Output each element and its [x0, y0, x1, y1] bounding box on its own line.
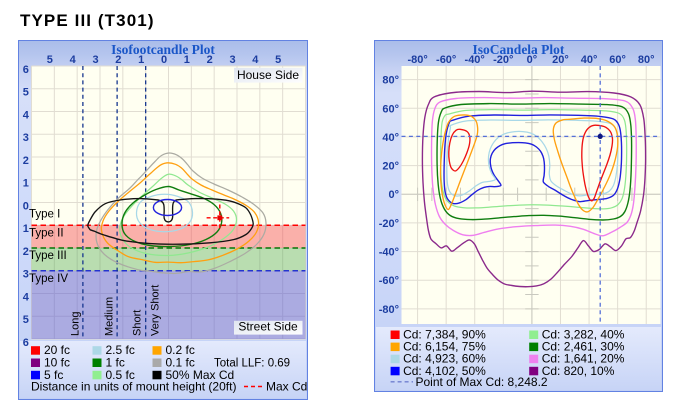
svg-text:Cd: 4,923, 60%: Cd: 4,923, 60%	[403, 352, 486, 366]
svg-text:Point of Max Cd: 8,248.2: Point of Max Cd: 8,248.2	[416, 375, 548, 389]
svg-text:IsoCandela Plot: IsoCandela Plot	[473, 42, 565, 57]
svg-text:2: 2	[115, 54, 121, 66]
svg-text:Cd: 7,384, 90%: Cd: 7,384, 90%	[403, 328, 486, 342]
svg-text:80°: 80°	[638, 54, 655, 66]
svg-text:5: 5	[23, 87, 29, 99]
svg-text:5: 5	[47, 54, 53, 66]
svg-text:Type III: Type III	[29, 250, 67, 262]
svg-text:0: 0	[23, 200, 29, 212]
svg-text:-60°: -60°	[436, 54, 456, 66]
svg-text:House Side: House Side	[237, 68, 299, 82]
svg-text:0: 0	[161, 54, 167, 66]
svg-text:1 fc: 1 fc	[106, 356, 125, 370]
svg-text:Cd: 4,102, 50%: Cd: 4,102, 50%	[403, 364, 486, 378]
svg-text:Distance in units of mount hei: Distance in units of mount height (20ft)	[31, 380, 236, 394]
svg-text:6: 6	[23, 337, 29, 349]
svg-text:6: 6	[23, 64, 29, 76]
svg-text:20°: 20°	[382, 161, 399, 173]
svg-text:2: 2	[207, 54, 213, 66]
svg-text:0°: 0°	[388, 189, 399, 201]
svg-text:-80°: -80°	[379, 304, 399, 316]
svg-text:-40°: -40°	[465, 54, 485, 66]
svg-text:50% Max Cd: 50% Max Cd	[166, 368, 235, 382]
svg-text:5: 5	[23, 314, 29, 326]
svg-text:Cd: 6,154, 75%: Cd: 6,154, 75%	[403, 340, 486, 354]
svg-text:-20°: -20°	[493, 54, 513, 66]
svg-text:Type II: Type II	[29, 228, 64, 240]
svg-text:Type I: Type I	[29, 209, 60, 221]
svg-text:60°: 60°	[609, 54, 626, 66]
svg-text:0.2 fc: 0.2 fc	[166, 343, 195, 357]
svg-text:3: 3	[229, 54, 235, 66]
svg-text:Cd: 1,641, 20%: Cd: 1,641, 20%	[542, 352, 625, 366]
svg-text:Cd: 820, 10%: Cd: 820, 10%	[542, 364, 615, 378]
svg-text:3: 3	[92, 54, 98, 66]
svg-text:1: 1	[23, 223, 29, 235]
svg-text:Cd: 3,282, 40%: Cd: 3,282, 40%	[542, 328, 625, 342]
svg-text:4: 4	[23, 291, 30, 303]
svg-text:80°: 80°	[382, 75, 399, 87]
svg-text:40°: 40°	[581, 54, 598, 66]
svg-text:5: 5	[275, 54, 281, 66]
svg-text:Type IV: Type IV	[29, 273, 68, 285]
svg-text:4: 4	[70, 54, 77, 66]
svg-text:2.5 fc: 2.5 fc	[106, 343, 135, 357]
svg-text:Short: Short	[132, 310, 144, 336]
svg-text:-20°: -20°	[379, 218, 399, 230]
svg-text:1: 1	[138, 54, 144, 66]
svg-text:5 fc: 5 fc	[44, 368, 63, 382]
svg-text:Medium: Medium	[104, 297, 116, 336]
svg-text:10 fc: 10 fc	[44, 356, 70, 370]
svg-text:1: 1	[23, 178, 29, 190]
svg-text:20°: 20°	[552, 54, 569, 66]
svg-text:Isofootcandle Plot: Isofootcandle Plot	[111, 42, 215, 57]
svg-text:60°: 60°	[382, 103, 399, 115]
svg-text:2: 2	[23, 246, 29, 258]
svg-text:0°: 0°	[527, 54, 538, 66]
svg-text:Cd: 2,461, 30%: Cd: 2,461, 30%	[542, 340, 625, 354]
svg-text:1: 1	[184, 54, 190, 66]
svg-text:Total LLF: 0.69: Total LLF: 0.69	[214, 358, 290, 370]
svg-text:0.1 fc: 0.1 fc	[166, 356, 195, 370]
svg-text:3: 3	[23, 132, 29, 144]
svg-text:0.5 fc: 0.5 fc	[106, 368, 135, 382]
svg-text:4: 4	[23, 109, 30, 121]
svg-text:Street Side: Street Side	[238, 320, 298, 334]
svg-text:Long: Long	[70, 312, 82, 336]
svg-text:-40°: -40°	[379, 247, 399, 259]
svg-text:20 fc: 20 fc	[44, 343, 70, 357]
svg-text:3: 3	[23, 269, 29, 281]
svg-text:2: 2	[23, 155, 29, 167]
svg-text:-60°: -60°	[379, 275, 399, 287]
svg-text:Very Short: Very Short	[150, 285, 162, 336]
svg-text:4: 4	[252, 54, 259, 66]
svg-text:40°: 40°	[382, 132, 399, 144]
svg-text:-80°: -80°	[407, 54, 427, 66]
svg-text:Max Cd: Max Cd	[266, 380, 307, 394]
